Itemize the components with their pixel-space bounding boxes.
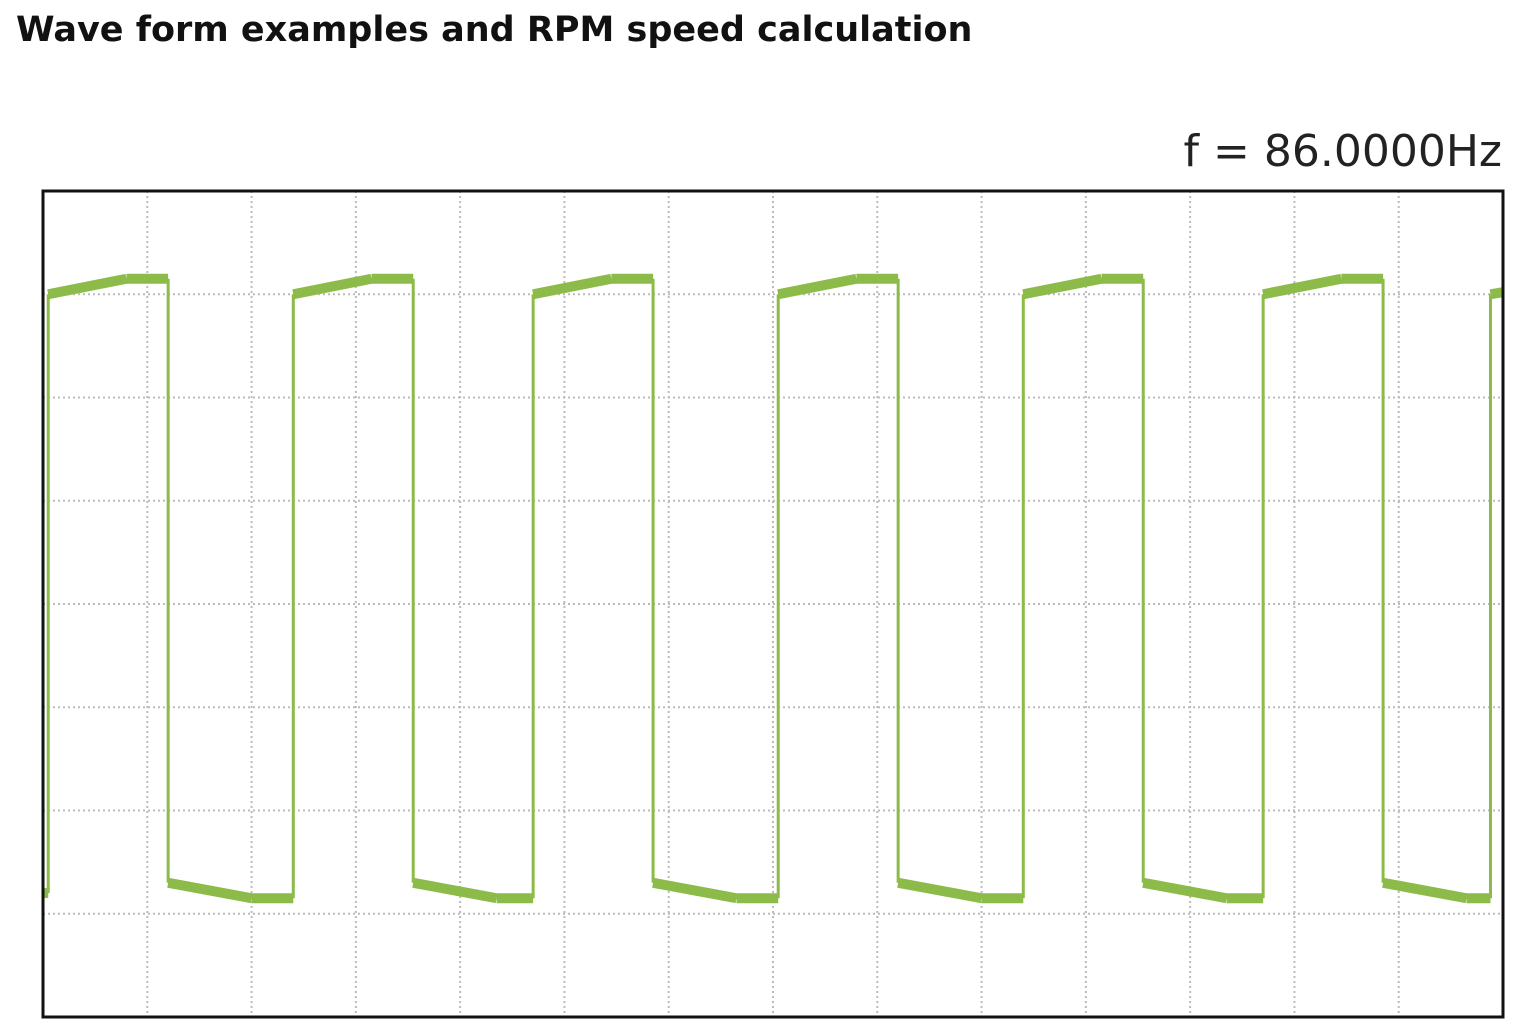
trace-level bbox=[1022, 273, 1103, 300]
trace-level bbox=[1382, 877, 1468, 904]
trace-level bbox=[1142, 877, 1228, 904]
page-title: Wave form examples and RPM speed calcula… bbox=[16, 10, 973, 50]
trace-level bbox=[167, 877, 253, 904]
trace-level bbox=[412, 877, 498, 904]
frequency-readout: f = 86.0000Hz bbox=[1183, 126, 1502, 177]
trace-level bbox=[47, 273, 128, 300]
grid bbox=[43, 191, 1503, 1017]
trace-level bbox=[532, 273, 613, 300]
plot-frame bbox=[41, 189, 1505, 1019]
trace-level bbox=[1262, 273, 1343, 300]
trace-level bbox=[777, 273, 858, 300]
trace-level bbox=[292, 273, 373, 300]
trace-level bbox=[652, 877, 738, 904]
trace-level bbox=[897, 877, 983, 904]
waveform-trace bbox=[43, 273, 1504, 904]
trace-level bbox=[1489, 287, 1504, 300]
